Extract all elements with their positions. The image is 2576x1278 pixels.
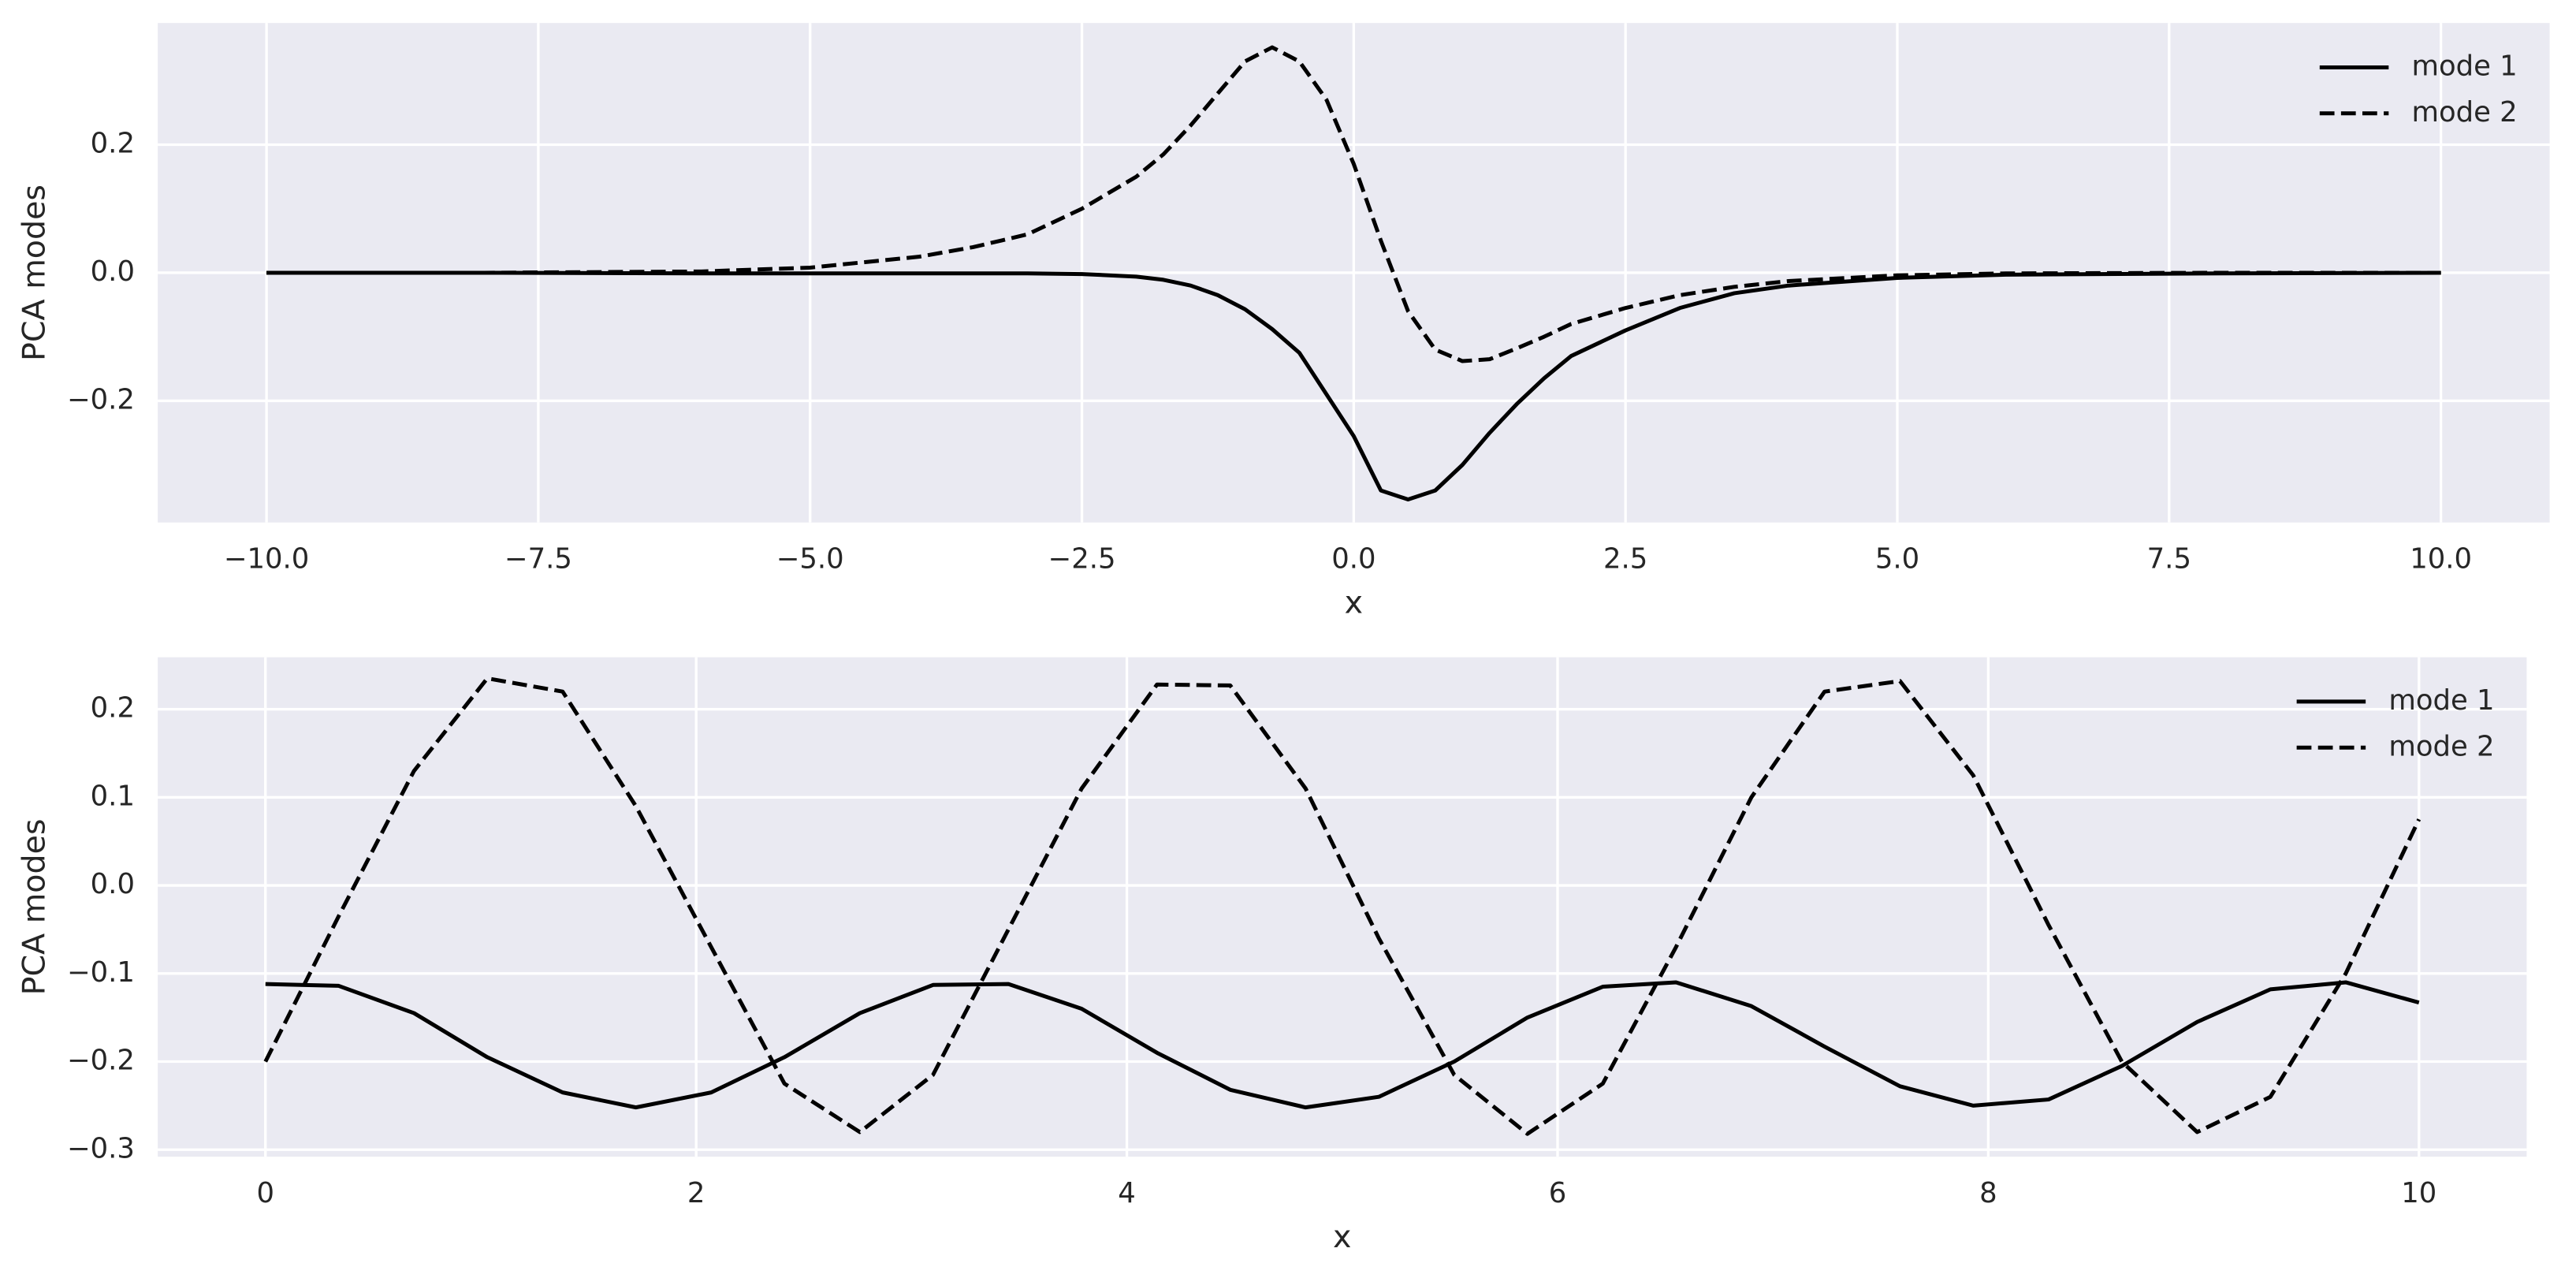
- x-tick-label: 2.5: [1603, 543, 1647, 576]
- legend-label: mode 2: [2388, 730, 2494, 762]
- legend-label: mode 1: [2388, 684, 2494, 717]
- x-tick-label: 0.0: [1331, 543, 1375, 576]
- x-tick-label: 7.5: [2147, 543, 2191, 576]
- x-tick-label: −2.5: [1048, 543, 1116, 576]
- data-line: [266, 45, 2441, 363]
- y-tick-label: −0.2: [67, 383, 135, 415]
- plot-background: [158, 657, 2527, 1157]
- y-tick-label: 0.1: [91, 780, 135, 812]
- x-tick-label: 2: [687, 1177, 705, 1209]
- y-tick-label: 0.2: [91, 128, 135, 160]
- x-axis-label: x: [1333, 1219, 1351, 1255]
- data-line: [266, 270, 2441, 501]
- data-line: [265, 980, 2420, 1110]
- x-tick-label: 10.0: [2410, 543, 2472, 576]
- y-tick-label: −0.1: [67, 956, 135, 989]
- x-tick-label: 6: [1549, 1177, 1567, 1209]
- data-line: [263, 676, 2422, 1136]
- y-tick-label: 0.0: [91, 255, 135, 288]
- y-axis-label: PCA modes: [16, 184, 52, 361]
- y-tick-label: −0.3: [67, 1132, 135, 1164]
- x-tick-label: 10: [2401, 1177, 2436, 1209]
- y-tick-label: 0.0: [91, 868, 135, 900]
- x-tick-label: 4: [1118, 1177, 1136, 1209]
- legend-label: mode 2: [2412, 96, 2518, 129]
- x-tick-label: −7.5: [504, 543, 572, 576]
- x-tick-label: −5.0: [776, 543, 844, 576]
- y-axis-label: PCA modes: [16, 818, 52, 995]
- x-tick-label: −10.0: [224, 543, 310, 576]
- x-tick-label: 5.0: [1875, 543, 1919, 576]
- legend-label: mode 1: [2412, 50, 2518, 82]
- x-tick-label: 0: [256, 1177, 274, 1209]
- x-tick-label: 8: [1979, 1177, 1997, 1209]
- y-tick-label: −0.2: [67, 1045, 135, 1077]
- y-tick-label: 0.2: [91, 692, 135, 725]
- x-axis-label: x: [1345, 584, 1363, 620]
